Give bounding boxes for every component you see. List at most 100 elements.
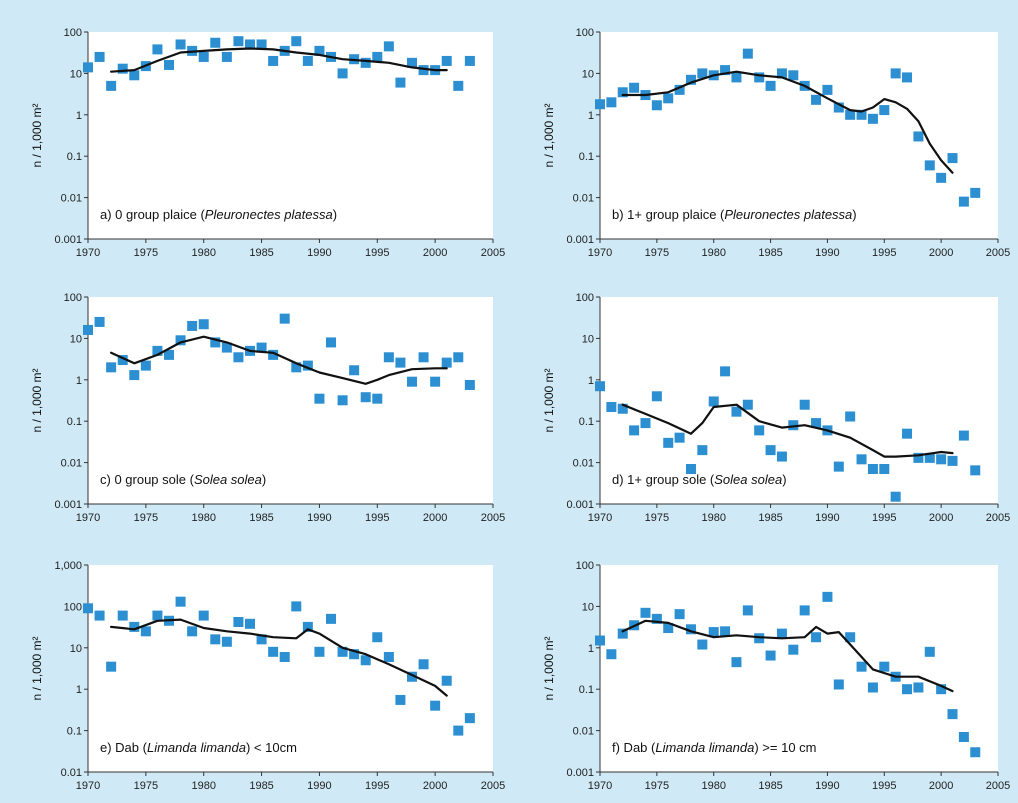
x-tick-label: 2005 — [481, 247, 505, 259]
data-point — [384, 352, 394, 362]
panel-3: 0.0010.010.11101001970 1975 1980 1985 1990 19… — [30, 292, 505, 524]
x-tick-label: 1990 — [815, 512, 839, 524]
x-tick-label: 1980 — [701, 780, 725, 792]
data-point — [811, 632, 821, 642]
data-point — [663, 93, 673, 103]
y-tick-label: 0.001 — [566, 767, 594, 779]
data-point — [970, 465, 980, 475]
data-point — [129, 70, 139, 80]
data-point — [743, 49, 753, 59]
data-point — [800, 605, 810, 615]
data-point — [595, 636, 605, 646]
data-point — [465, 380, 475, 390]
data-point — [857, 454, 867, 464]
annotation-suffix: ) — [333, 207, 337, 222]
data-point — [372, 52, 382, 62]
x-tick-label: 1970 — [76, 780, 100, 792]
x-tick-label: 1970 — [76, 512, 100, 524]
data-point — [970, 188, 980, 198]
y-tick-label: 0.01 — [573, 193, 594, 205]
panel-2: 0.001 0.01 0.1 1 10 100 1970 1975 1980 1985 1990 19… — [542, 27, 1010, 259]
data-point — [395, 358, 405, 368]
data-point — [395, 695, 405, 705]
data-point — [233, 352, 243, 362]
y-tick-label: 10 — [582, 601, 594, 613]
data-point — [187, 321, 197, 331]
data-point — [675, 609, 685, 619]
data-point — [857, 662, 867, 672]
y-tick-label: 100 — [576, 292, 594, 304]
x-tick-label: 1980 — [701, 512, 725, 524]
data-point — [788, 645, 798, 655]
data-point — [419, 659, 429, 669]
data-point — [338, 395, 348, 405]
annotation-species: Solea solea — [194, 472, 262, 487]
x-tick-label: 1980 — [191, 512, 215, 524]
annotation-species: Limanda limanda — [147, 740, 246, 755]
panel-annotation: c) 0 group sole (Solea solea) — [100, 472, 266, 487]
x-tick-label: 1990 — [307, 247, 331, 259]
x-tick-label: 1970 — [588, 512, 612, 524]
x-tick-label: 1970 — [588, 780, 612, 792]
data-point — [361, 58, 371, 68]
data-point — [95, 52, 105, 62]
data-point — [430, 377, 440, 387]
y-axis-label: n / 1,000 m² — [30, 368, 44, 432]
data-point — [766, 445, 776, 455]
annotation-prefix: d) 1+ group sole ( — [612, 472, 715, 487]
data-point — [970, 747, 980, 757]
x-tick-label: 2000 — [929, 247, 953, 259]
data-point — [83, 325, 93, 335]
x-tick-label: 1970 — [588, 247, 612, 259]
data-point — [788, 70, 798, 80]
data-point — [879, 464, 889, 474]
x-tick-label: 1995 — [365, 780, 389, 792]
data-point — [697, 445, 707, 455]
data-point — [210, 634, 220, 644]
panel-1: 0.001 0.01 0.1 1 10 100 1970 1975 1980 1985 1990 19… — [30, 27, 505, 259]
data-point — [442, 358, 452, 368]
data-point — [822, 85, 832, 95]
annotation-suffix: ) — [852, 207, 856, 222]
x-tick-label: 1980 — [191, 247, 215, 259]
data-point — [280, 314, 290, 324]
x-tick-label: 1995 — [872, 247, 896, 259]
x-tick-label: 1985 — [758, 512, 782, 524]
data-point — [83, 603, 93, 613]
panel-annotation: a) 0 group plaice (Pleuronectes platessa… — [100, 207, 337, 222]
data-point — [595, 381, 605, 391]
data-point — [141, 361, 151, 371]
annotation-prefix: f) Dab ( — [612, 740, 656, 755]
data-point — [868, 464, 878, 474]
data-point — [663, 438, 673, 448]
data-point — [349, 365, 359, 375]
data-point — [326, 337, 336, 347]
data-point — [210, 38, 220, 48]
data-point — [118, 611, 128, 621]
data-point — [800, 400, 810, 410]
data-point — [233, 36, 243, 46]
data-point — [106, 662, 116, 672]
data-point — [959, 732, 969, 742]
data-point — [442, 676, 452, 686]
data-point — [303, 56, 313, 66]
data-point — [152, 44, 162, 54]
data-point — [629, 83, 639, 93]
data-point — [959, 431, 969, 441]
x-tick-label: 1990 — [307, 780, 331, 792]
data-point — [430, 701, 440, 711]
data-point — [83, 62, 93, 72]
data-point — [936, 454, 946, 464]
data-point — [629, 425, 639, 435]
data-point — [453, 81, 463, 91]
x-tick-label: 2005 — [481, 512, 505, 524]
y-tick-label: 100 — [576, 560, 594, 572]
y-axis-label: n / 1,000 m² — [30, 103, 44, 167]
data-point — [868, 682, 878, 692]
panel-annotation: f) Dab (Limanda limanda) >= 10 cm — [612, 740, 817, 755]
annotation-prefix: b) 1+ group plaice ( — [612, 207, 725, 222]
y-tick-label: 100 — [64, 292, 82, 304]
data-point — [640, 608, 650, 618]
y-tick-label: 10 — [70, 643, 82, 655]
